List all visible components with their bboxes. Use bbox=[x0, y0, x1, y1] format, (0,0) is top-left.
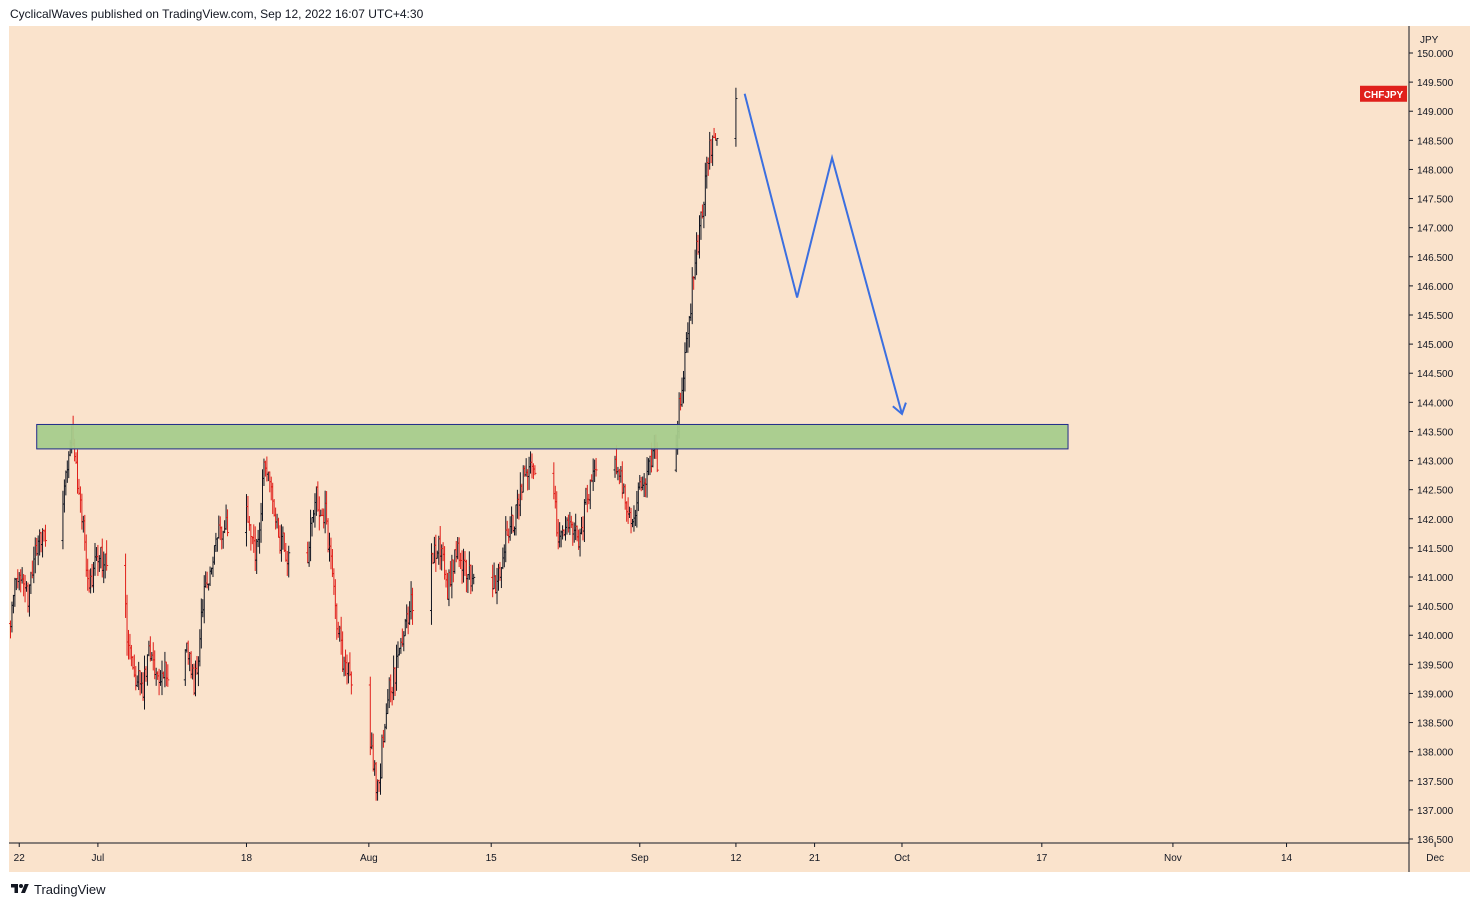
time-tick-label: Aug bbox=[360, 853, 378, 864]
time-tick-label: Nov bbox=[1164, 853, 1182, 864]
ohlc-bar bbox=[472, 573, 476, 585]
ohlc-bar bbox=[166, 664, 170, 687]
publish-header: CyclicalWaves published on TradingView.c… bbox=[10, 7, 424, 21]
support-zone[interactable] bbox=[36, 423, 1069, 450]
time-tick-label: Sep bbox=[631, 853, 649, 864]
time-tick-label: 22 bbox=[14, 853, 26, 864]
price-tick-label: 136.500 bbox=[1417, 835, 1454, 846]
price-tick-label: 144.500 bbox=[1417, 369, 1454, 380]
ohlc-bar bbox=[533, 465, 537, 476]
footer: TradingView bbox=[10, 880, 106, 898]
projection-path[interactable] bbox=[743, 93, 907, 416]
ohlc-bar bbox=[226, 509, 230, 537]
price-tick-label: 145.000 bbox=[1417, 340, 1454, 351]
ohlc-bars bbox=[9, 87, 738, 801]
support-zone-rect[interactable] bbox=[36, 423, 1069, 450]
time-tick-label: 21 bbox=[809, 853, 821, 864]
time-tick-label: 18 bbox=[241, 853, 253, 864]
price-tick-label: 141.500 bbox=[1417, 544, 1454, 555]
ohlc-bar bbox=[734, 87, 738, 147]
ohlc-bar bbox=[411, 587, 415, 625]
symbol-badge: CHFJPY bbox=[1360, 85, 1407, 102]
price-tick-label: 138.500 bbox=[1417, 719, 1454, 730]
price-tick-label: 142.500 bbox=[1417, 486, 1454, 497]
price-tick-label: 147.000 bbox=[1417, 224, 1454, 235]
projection-arrowhead bbox=[892, 402, 907, 416]
time-tick-label: Jul bbox=[92, 853, 105, 864]
price-tick-label: 137.500 bbox=[1417, 777, 1454, 788]
price-tick-label: 149.000 bbox=[1417, 107, 1454, 118]
price-tick-label: 143.000 bbox=[1417, 457, 1454, 468]
price-tick-label: 143.500 bbox=[1417, 427, 1454, 438]
symbol-badge-label: CHFJPY bbox=[1364, 90, 1404, 101]
price-tick-label: 146.500 bbox=[1417, 253, 1454, 264]
price-tick-label: 147.500 bbox=[1417, 195, 1454, 206]
projection-line[interactable] bbox=[743, 93, 903, 415]
time-tick-label: 15 bbox=[486, 853, 498, 864]
time-tick-label: 12 bbox=[730, 853, 742, 864]
price-tick-label: 149.500 bbox=[1417, 78, 1454, 89]
price-tick-label: 141.000 bbox=[1417, 573, 1454, 584]
time-tick-label: Oct bbox=[894, 853, 910, 864]
price-tick-label: 139.500 bbox=[1417, 660, 1454, 671]
price-tick-label: 142.000 bbox=[1417, 515, 1454, 526]
time-axis[interactable]: 22Jul18Aug15Sep1221Oct17Nov14Dec12 bbox=[14, 843, 1470, 864]
time-tick-label: 14 bbox=[1281, 853, 1293, 864]
price-tick-label: 146.000 bbox=[1417, 282, 1454, 293]
ohlc-bar bbox=[715, 137, 719, 146]
price-tick-label: 145.500 bbox=[1417, 311, 1454, 322]
price-tick-label: 148.000 bbox=[1417, 165, 1454, 176]
ohlc-bar bbox=[43, 524, 47, 547]
time-tick-label: Dec bbox=[1426, 853, 1444, 864]
ohlc-bar bbox=[105, 540, 109, 571]
price-tick-label: 139.000 bbox=[1417, 689, 1454, 700]
time-tick-label: 17 bbox=[1036, 853, 1048, 864]
price-tick-label: 137.000 bbox=[1417, 806, 1454, 817]
symbol-badge-bg bbox=[1360, 85, 1407, 102]
footer-brand: TradingView bbox=[34, 881, 106, 897]
chart-frame[interactable]: 136.500 137.000 137.500 138.000 138.500 139.0… bbox=[9, 26, 1470, 872]
ohlc-bar bbox=[349, 671, 353, 695]
price-tick-label: 148.500 bbox=[1417, 136, 1454, 147]
ohlc-bar bbox=[287, 545, 291, 578]
tradingview-logo-icon bbox=[11, 884, 29, 893]
price-tick-label: 140.000 bbox=[1417, 631, 1454, 642]
chart-svg[interactable]: 136.500 137.000 137.500 138.000 138.500 139.0… bbox=[9, 26, 1470, 872]
price-tick-label: 150.000 bbox=[1417, 49, 1454, 60]
price-tick-label: 138.000 bbox=[1417, 748, 1454, 759]
price-tick-label: 144.000 bbox=[1417, 398, 1454, 409]
currency-label: JPY bbox=[1420, 35, 1439, 46]
price-tick-label: 140.500 bbox=[1417, 602, 1454, 613]
price-axis[interactable]: 136.500 137.000 137.500 138.000 138.500 139.0… bbox=[1409, 49, 1454, 846]
ohlc-bar bbox=[594, 457, 598, 477]
